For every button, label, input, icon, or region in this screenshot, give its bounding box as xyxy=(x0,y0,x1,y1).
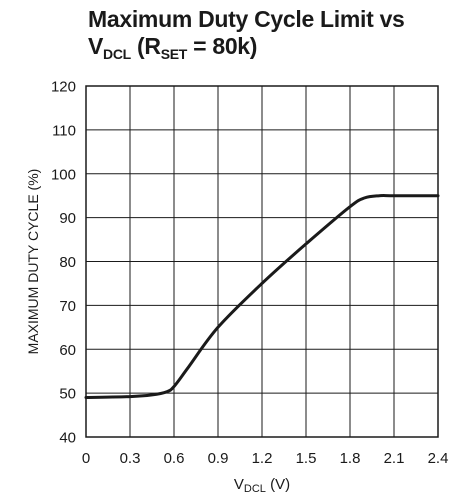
grid-lines xyxy=(85,85,439,438)
x-tick-label: 0.9 xyxy=(208,450,229,467)
x-tick-label: 0.6 xyxy=(164,450,185,467)
x-tick-label: 1.5 xyxy=(296,450,317,467)
x-tick-label: 0 xyxy=(82,450,90,467)
x-axis-label-unit: (V) xyxy=(266,476,290,493)
y-tick-label: 70 xyxy=(59,298,76,315)
x-tick-label: 1.8 xyxy=(340,450,361,467)
y-tick-labels: 40 50 60 70 80 90 100 110 120 xyxy=(51,79,76,447)
chart-title: Maximum Duty Cycle Limit vs VDCL (RSET =… xyxy=(88,6,458,62)
y-tick-label: 120 xyxy=(51,79,76,96)
chart-title-line2: VDCL (RSET = 80k) xyxy=(88,33,458,62)
plot-frame xyxy=(85,85,439,438)
x-tick-label: 2.1 xyxy=(384,450,405,467)
y-tick-label: 60 xyxy=(59,342,76,359)
title-end: = 80k) xyxy=(187,33,258,59)
y-axis-label: MAXIMUM DUTY CYCLE (%) xyxy=(25,169,41,355)
y-tick-label: 40 xyxy=(59,430,76,447)
x-axis-label-v: V xyxy=(234,476,244,493)
duty-cycle-curve xyxy=(84,194,440,399)
x-axis-label: VDCL (V) xyxy=(234,476,290,495)
y-tick-label: 110 xyxy=(52,122,76,139)
y-tick-label: 50 xyxy=(59,386,76,403)
y-tick-label: 90 xyxy=(59,210,76,227)
title-r-subscript: SET xyxy=(160,46,188,62)
x-tick-label: 2.4 xyxy=(428,450,449,467)
x-tick-label: 0.3 xyxy=(120,450,141,467)
x-axis-label-sub: DCL xyxy=(244,483,266,495)
x-tick-labels: 0 0.3 0.6 0.9 1.2 1.5 1.8 2.1 2.4 xyxy=(82,450,449,467)
title-mid: (R xyxy=(130,33,161,59)
title-v-subscript: DCL xyxy=(103,46,131,62)
chart-title-line1: Maximum Duty Cycle Limit vs xyxy=(88,6,405,32)
title-v: V xyxy=(88,33,104,59)
x-tick-label: 1.2 xyxy=(252,450,273,467)
y-tick-label: 100 xyxy=(51,166,76,183)
y-tick-label: 80 xyxy=(59,254,76,271)
